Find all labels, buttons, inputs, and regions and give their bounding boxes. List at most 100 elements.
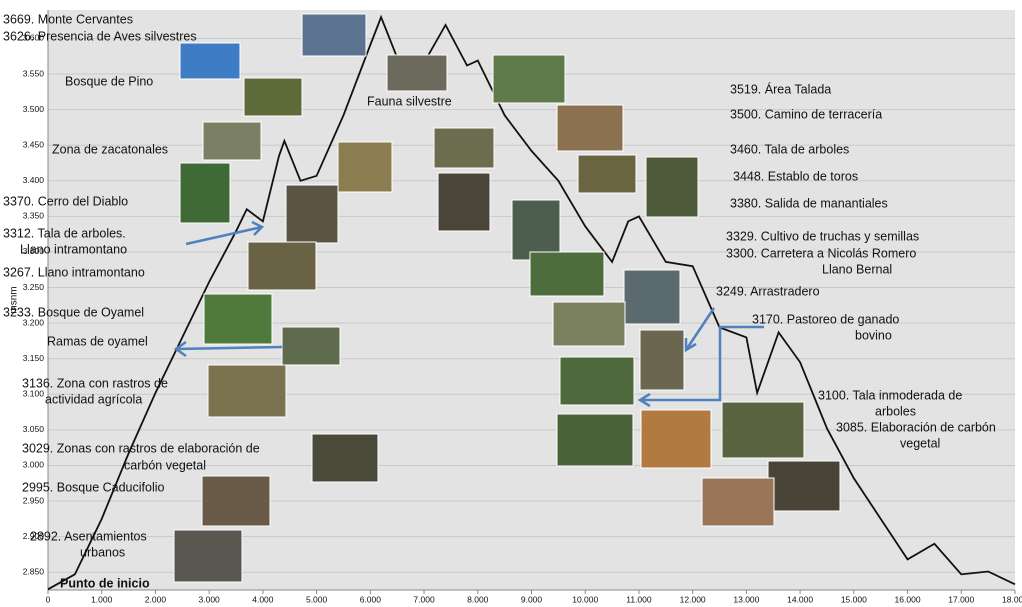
x-tick-label: 17.000 xyxy=(948,594,974,604)
y-tick-label: 3.000 xyxy=(23,460,45,470)
photo xyxy=(640,409,712,469)
annotation: bovino xyxy=(855,328,892,342)
x-tick-label: 12.000 xyxy=(680,594,706,604)
photo xyxy=(285,184,339,244)
annotation: 3312. Tala de arboles. xyxy=(3,226,126,240)
photo xyxy=(645,156,699,218)
arrow xyxy=(684,307,716,353)
annotation: urbanos xyxy=(80,545,125,559)
y-tick-label: 3.100 xyxy=(23,389,45,399)
photo xyxy=(552,301,626,347)
y-tick-label: 3.400 xyxy=(23,175,45,185)
photo xyxy=(511,199,561,261)
x-tick-label: 7.000 xyxy=(413,594,435,604)
annotation: Punto de inicio xyxy=(60,576,150,590)
y-tick-label: 3.600 xyxy=(23,33,45,43)
annotation: 3267. Llano intramontano xyxy=(3,265,145,279)
x-tick-label: 11.000 xyxy=(626,594,652,604)
photo xyxy=(311,433,379,483)
annotation: 3380. Salida de manantiales xyxy=(730,196,888,210)
x-tick-label: 8.000 xyxy=(467,594,489,604)
annotation: 3233. Bosque de Oyamel xyxy=(3,305,144,319)
photo xyxy=(437,172,491,232)
annotation: 3329. Cultivo de truchas y semillas xyxy=(726,229,919,243)
y-tick-label: 3.050 xyxy=(23,424,45,434)
y-tick-label: 3.350 xyxy=(23,211,45,221)
annotation: 3500. Camino de terracería xyxy=(730,107,882,121)
annotation: 3626. Presencia de Aves silvestres xyxy=(3,29,197,43)
annotation: 3249. Arrastradero xyxy=(716,284,820,298)
photo xyxy=(301,13,367,57)
y-axis-label: msnm xyxy=(9,286,20,313)
photo xyxy=(337,141,393,193)
annotation: actividad agrícola xyxy=(45,392,142,406)
photo xyxy=(433,127,495,169)
y-tick-label: 3.300 xyxy=(23,246,45,256)
x-tick-label: 13.000 xyxy=(733,594,759,604)
annotation: 3519. Área Talada xyxy=(730,81,831,96)
annotation: 3085. Elaboración de carbón xyxy=(836,420,996,434)
annotation: 3370. Cerro del Diablo xyxy=(3,194,128,208)
annotation: 3029. Zonas con rastros de elaboración d… xyxy=(22,441,260,455)
y-tick-label: 2.950 xyxy=(23,495,45,505)
photo xyxy=(386,54,448,92)
y-tick-label: 3.450 xyxy=(23,139,45,149)
y-tick-label: 3.250 xyxy=(23,282,45,292)
y-tick-label: 2.850 xyxy=(23,566,45,576)
annotation: 2995. Bosque Caducifolio xyxy=(22,480,165,494)
annotation: Fauna silvestre xyxy=(367,94,452,108)
photo xyxy=(203,293,273,345)
profile-line xyxy=(47,14,1016,591)
photo xyxy=(623,269,681,325)
x-tick-label: 15.000 xyxy=(841,594,867,604)
photo xyxy=(721,401,805,459)
y-tick-label: 2.900 xyxy=(23,531,45,541)
annotation: 3100. Tala inmoderada de xyxy=(818,388,962,402)
photo xyxy=(639,329,685,391)
x-tick-label: 5.000 xyxy=(306,594,328,604)
photos xyxy=(173,13,841,583)
annotation: 2892. Asentamientos xyxy=(30,529,147,543)
photo xyxy=(559,356,635,406)
photo xyxy=(492,54,566,104)
photo xyxy=(247,241,317,291)
y-tick-label: 3.150 xyxy=(23,353,45,363)
y-tick-label: 3.200 xyxy=(23,317,45,327)
photo xyxy=(243,77,303,117)
photo xyxy=(701,477,775,527)
photo xyxy=(179,162,231,224)
annotation: 3136. Zona con rastros de xyxy=(22,376,168,390)
photo xyxy=(529,251,605,297)
annotation: Llano intramontano xyxy=(20,242,127,256)
annotation: arboles xyxy=(875,404,916,418)
x-tick-label: 2.000 xyxy=(145,594,167,604)
x-tick-label: 4.000 xyxy=(252,594,274,604)
annotation: Ramas de oyamel xyxy=(47,334,148,348)
x-tick-label: 10.000 xyxy=(572,594,598,604)
photo xyxy=(767,460,841,512)
x-tick-label: 18.000 xyxy=(1002,594,1022,604)
annotation: Bosque de Pino xyxy=(65,74,153,88)
annotation: 3460. Tala de arboles xyxy=(730,142,849,156)
annotation: 3170. Pastoreo de ganado xyxy=(752,312,899,326)
photo xyxy=(556,104,624,152)
photo xyxy=(201,475,271,527)
photo xyxy=(202,121,262,161)
photo xyxy=(173,529,243,583)
photo xyxy=(207,364,287,418)
x-tick-label: 16.000 xyxy=(895,594,921,604)
photo xyxy=(281,326,341,366)
arrow xyxy=(173,340,283,358)
arrow xyxy=(185,220,265,246)
y-tick-label: 3.550 xyxy=(23,68,45,78)
annotation: 3448. Establo de toros xyxy=(733,169,858,183)
x-tick-label: 0 xyxy=(46,594,51,604)
photo xyxy=(577,154,637,194)
arrows xyxy=(173,220,764,408)
annotation: carbón vegetal xyxy=(124,458,206,472)
x-tick-label: 1.000 xyxy=(91,594,113,604)
annotation: 3300. Carretera a Nicolás Romero xyxy=(726,246,916,260)
annotation: Llano Bernal xyxy=(822,262,892,276)
photo xyxy=(556,413,634,467)
